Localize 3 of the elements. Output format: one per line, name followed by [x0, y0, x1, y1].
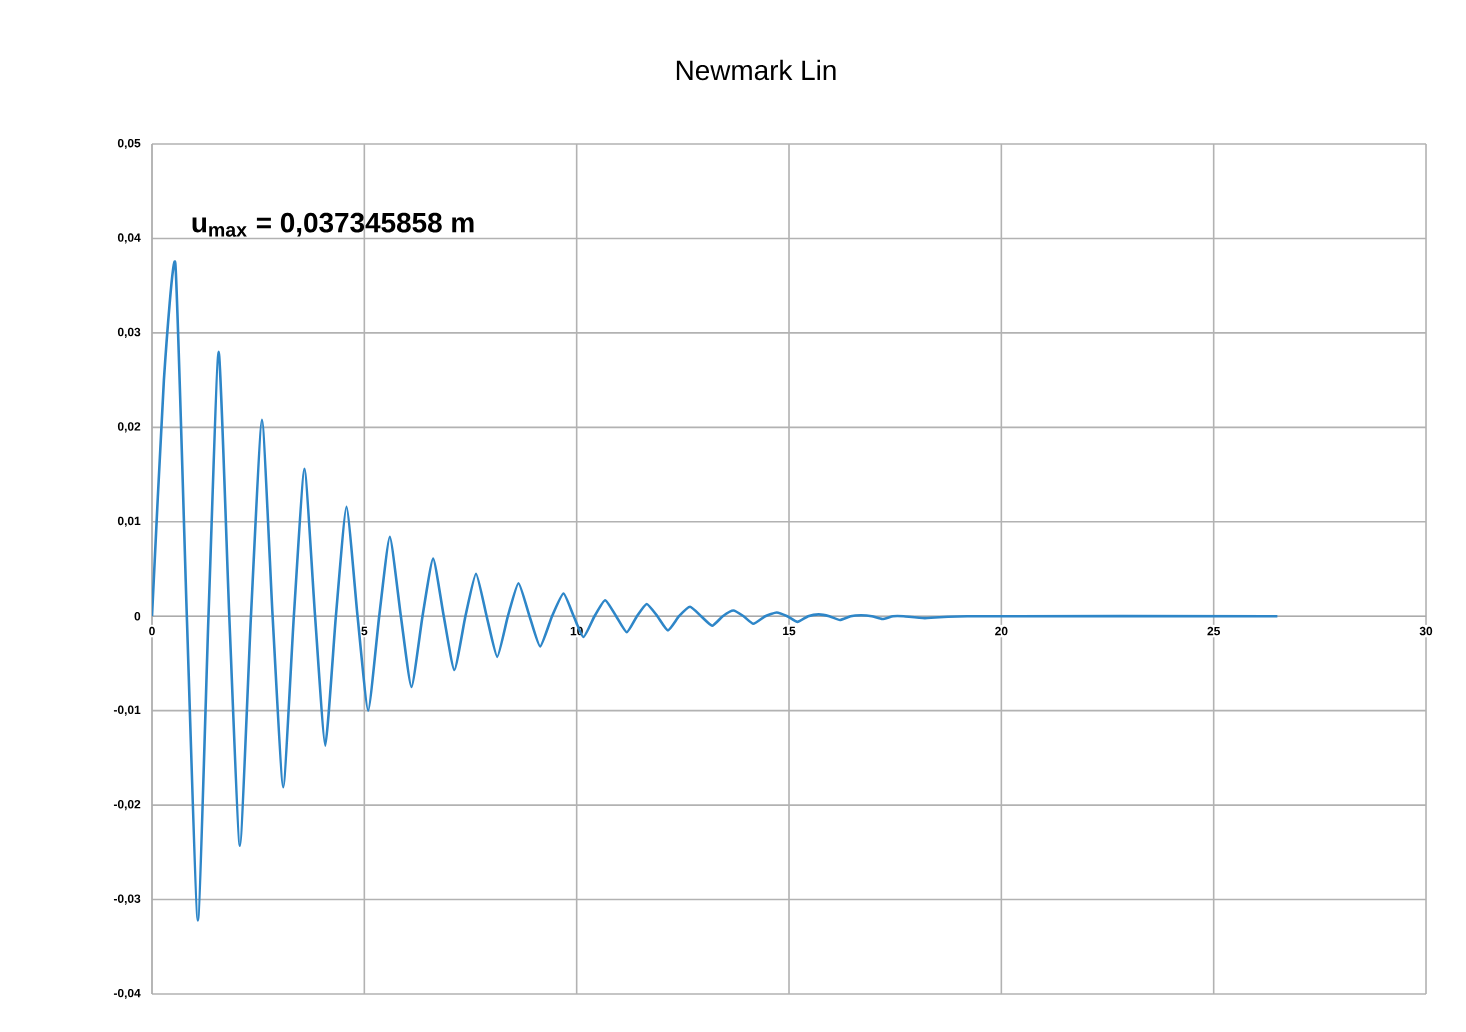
line-series: [152, 262, 1279, 922]
chart-title: Newmark Lin: [676, 59, 836, 81]
text: u$_{max}$ = 0,037345858 m: [192, 212, 474, 237]
